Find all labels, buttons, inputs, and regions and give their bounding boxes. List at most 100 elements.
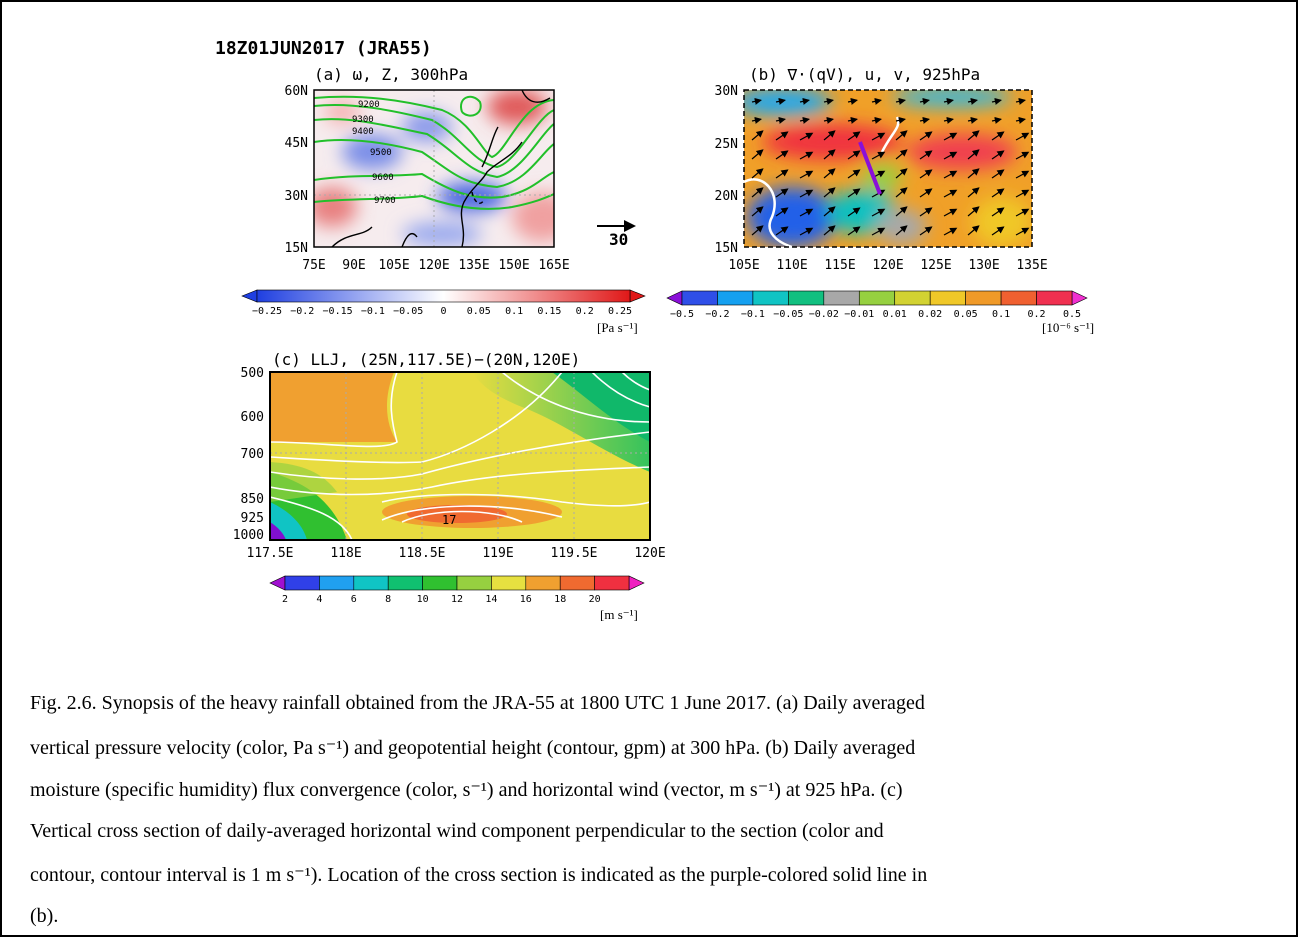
panel-c-frame: [269, 371, 651, 541]
wind-vector: [967, 168, 980, 179]
wind-vector: [775, 226, 789, 236]
caption-line: moisture (specific humidity) flux conver…: [30, 779, 903, 801]
wind-vector: [919, 226, 933, 236]
wind-vector: [799, 208, 814, 217]
wind-vector: [751, 187, 764, 198]
y-tick-label: 850: [241, 492, 264, 507]
colorbar-segment: [491, 575, 527, 591]
colorbar-unit: [10⁻⁶ s⁻¹]: [1042, 320, 1094, 335]
y-tick-label: 30N: [285, 189, 308, 204]
panel-title: (b) ∇·(qV), u, v, 925hPa: [749, 65, 980, 84]
colorbar-end: [629, 289, 646, 303]
contour-label: 9400: [352, 127, 374, 137]
colorbar-label: −0.5: [670, 309, 694, 320]
panel-a-frame: [313, 89, 555, 248]
wind-vector: [1015, 116, 1026, 124]
wind-vector: [871, 227, 886, 236]
wind-vector: [823, 130, 836, 141]
wind-vector: [1015, 170, 1030, 179]
contour-label: 9700: [374, 196, 396, 206]
y-tick-label: 700: [241, 447, 264, 462]
wind-vector: [919, 207, 933, 217]
x-tick-label: 120E: [872, 258, 903, 273]
x-tick-label: 115E: [824, 258, 855, 273]
wind-vector: [871, 151, 886, 160]
colorbar-segment: [788, 290, 825, 306]
colorbar-end: [269, 575, 286, 591]
wind-vector: [799, 97, 810, 105]
wind-vector: [895, 225, 908, 236]
wind-vector: [799, 116, 810, 124]
panel-b-field: [744, 90, 1032, 247]
colorbar-label: 12: [451, 594, 463, 605]
caption-line: contour, contour interval is 1 m s⁻¹). L…: [30, 864, 928, 886]
x-tick-label: 119.5E: [551, 546, 598, 561]
wind-vector: [943, 227, 958, 236]
colorbar-end: [666, 290, 683, 306]
y-tick-label: 15N: [715, 241, 738, 256]
colorbar-segment: [1000, 290, 1037, 306]
wind-vector: [967, 187, 980, 198]
wind-vector: [991, 226, 1005, 236]
colorbar-segment: [456, 575, 492, 591]
wind-vector: [1015, 151, 1030, 160]
caption-line: (b).: [30, 904, 59, 927]
x-tick-label: 75E: [302, 258, 325, 273]
wind-vector: [895, 206, 908, 217]
colorbar-label: 0.1: [505, 306, 523, 317]
y-tick-label: 30N: [715, 84, 738, 99]
wind-vector: [991, 97, 1002, 105]
wind-vector: [991, 169, 1005, 179]
figure-title: 18Z01JUN2017 (JRA55): [215, 38, 432, 59]
wind-vector: [895, 149, 908, 160]
y-tick-label: 25N: [715, 137, 738, 152]
wind-vector: [823, 97, 834, 105]
wind-vector: [775, 97, 786, 105]
y-tick-label: 600: [241, 410, 264, 425]
wind-vector: [847, 116, 858, 124]
wind-vector: [943, 151, 958, 160]
wind-vector: [895, 168, 908, 179]
wind-vector: [799, 132, 814, 141]
wind-vector: [775, 131, 789, 141]
wind-vector: [847, 150, 861, 160]
colorbar-label: 0.2: [576, 306, 594, 317]
colorbar-segment: [284, 575, 320, 591]
wind-vector: [895, 130, 908, 141]
colorbar-label: 0.1: [992, 309, 1010, 320]
colorbar-label: −0.25: [252, 306, 282, 317]
colorbar-label: 18: [554, 594, 566, 605]
y-tick-label: 500: [241, 366, 264, 381]
wind-vector: [967, 116, 978, 124]
caption-line: vertical pressure velocity (color, Pa s⁻…: [30, 736, 916, 759]
x-tick-label: 110E: [776, 258, 807, 273]
colorbar-segment: [752, 290, 789, 306]
wind-vector: [1015, 189, 1030, 198]
colorbar-segment: [1036, 290, 1073, 306]
wind-vector: [871, 208, 886, 217]
contour-label: 17: [442, 513, 456, 527]
wind-vector: [895, 97, 906, 105]
wind-vector: [943, 116, 954, 124]
wind-vector: [799, 170, 814, 179]
wind-vector: [823, 206, 836, 217]
contour-label: 9500: [370, 148, 392, 158]
x-tick-label: 118.5E: [399, 546, 446, 561]
colorbar-label: 14: [485, 594, 497, 605]
colorbar-label: 0.25: [608, 306, 632, 317]
colorbar-label: 0.5: [1063, 309, 1081, 320]
colorbar-label: 16: [520, 594, 532, 605]
x-tick-label: 165E: [538, 258, 569, 273]
wind-vector: [943, 208, 958, 217]
wind-vector: [823, 225, 836, 236]
colorbar-label: 6: [351, 594, 357, 605]
wind-vector: [943, 189, 958, 198]
wind-vector: [751, 116, 762, 124]
caption-line: Vertical cross section of daily-averaged…: [30, 819, 884, 842]
wind-vector: [991, 150, 1005, 160]
wind-vector: [991, 131, 1005, 141]
x-tick-label: 119E: [482, 546, 513, 561]
wind-vector: [871, 97, 882, 105]
colorbar-segment: [422, 575, 458, 591]
colorbar-label: 20: [589, 594, 601, 605]
